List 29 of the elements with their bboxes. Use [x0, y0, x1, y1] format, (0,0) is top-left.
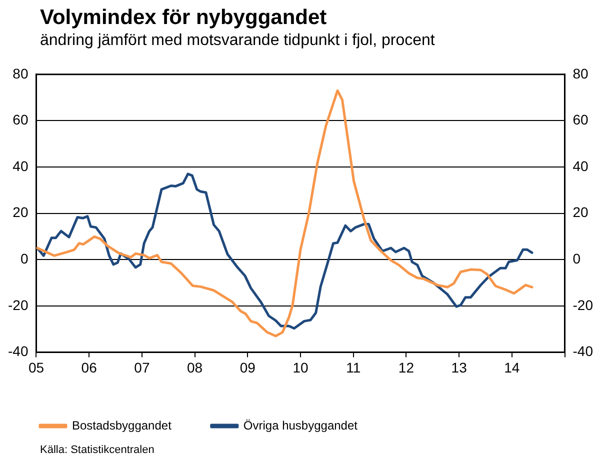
- y-tick-label: 0: [20, 250, 28, 266]
- x-tick-label: 08: [187, 359, 203, 376]
- y-tick-label: -40: [8, 343, 28, 360]
- legend-label: Övriga husbyggandet: [243, 418, 358, 432]
- x-tick-label: 11: [346, 359, 361, 376]
- text: Källa: Statistikcentralen: [40, 444, 154, 456]
- x-tick-label: 13: [451, 359, 468, 376]
- y-tick-label: -20: [8, 296, 28, 313]
- x-tick-label: 09: [240, 359, 256, 376]
- y2-tick-label: 80: [572, 65, 589, 82]
- x-tick-label: 12: [398, 359, 414, 376]
- y2-tick-label: 60: [572, 112, 589, 128]
- chart-title: Volymindex för nybyggandet: [40, 6, 327, 30]
- y2-tick-label: -20: [572, 296, 594, 313]
- y-tick-label: 40: [12, 158, 28, 174]
- y-tick-label: 80: [12, 65, 28, 82]
- x-tick-label: 06: [81, 359, 98, 376]
- x-tick-label: 07: [134, 359, 150, 376]
- x-tick-label: 05: [28, 359, 44, 376]
- y2-tick-label: 20: [572, 204, 589, 220]
- y2-tick-label: -40: [572, 343, 594, 360]
- y2-tick-label: 0: [572, 250, 581, 266]
- x-tick-label: 10: [292, 359, 308, 376]
- chart-subtitle: ändring jämfört med motsvarande tidpunkt i fjol, procent: [40, 32, 435, 50]
- y2-tick-label: 40: [572, 158, 589, 174]
- y-tick-label: 20: [12, 204, 28, 220]
- y-tick-label: 60: [12, 112, 28, 128]
- legend-label: Bostadsbyggandet: [72, 418, 172, 432]
- x-tick-label: 14: [504, 359, 520, 376]
